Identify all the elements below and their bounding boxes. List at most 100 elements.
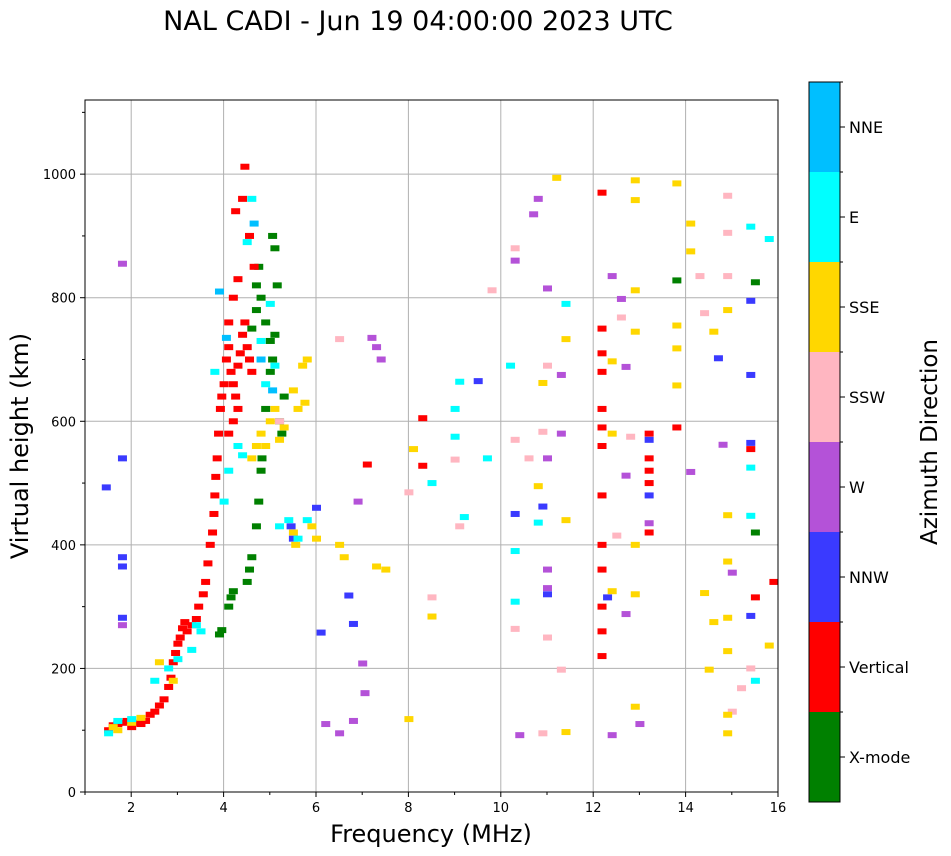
echo-point-ssw — [455, 523, 465, 530]
echo-point-nnw — [644, 492, 654, 499]
echo-point-vertical — [245, 356, 255, 363]
echo-point-vertical — [247, 368, 257, 375]
colorbar-label-nne: NNE — [849, 118, 883, 137]
echo-point-e — [127, 716, 137, 723]
echo-point-vertical — [194, 603, 204, 610]
x-tick-label: 12 — [585, 801, 602, 816]
echo-point-vertical — [211, 473, 221, 480]
echo-point-e — [265, 300, 275, 307]
echo-point-vertical — [597, 541, 607, 548]
echo-point-sse — [108, 724, 118, 731]
echo-point-e — [746, 464, 756, 471]
echo-point-x-mode — [257, 455, 267, 462]
echo-point-sse — [251, 443, 261, 449]
echo-point-w — [348, 717, 358, 724]
echo-point-sse — [704, 666, 714, 673]
grid-lines — [85, 100, 779, 793]
echo-point-e — [104, 730, 114, 737]
echo-point-e — [275, 523, 285, 530]
echo-point-vertical — [362, 461, 372, 468]
colorbar-segment — [809, 622, 840, 712]
echo-point-e — [450, 405, 460, 412]
echo-point-e — [746, 512, 756, 519]
echo-point-vertical — [597, 603, 607, 610]
echo-point-sse — [247, 455, 257, 462]
x-tick-label: 8 — [404, 801, 412, 816]
echo-point-vertical — [231, 393, 241, 400]
echo-point-vertical — [198, 591, 208, 598]
echo-point-ssw — [275, 418, 285, 425]
echo-point-vertical — [224, 344, 234, 351]
echo-point-x-mode — [217, 627, 227, 634]
echo-point-e — [233, 443, 243, 449]
echo-point-w — [543, 285, 552, 292]
echo-point-nnw — [538, 503, 548, 510]
echo-point-vertical — [178, 625, 188, 632]
echo-point-vertical — [219, 381, 229, 388]
echo-point-vertical — [113, 721, 123, 728]
echo-point-sse — [630, 177, 640, 184]
echo-point-ssw — [723, 273, 733, 280]
echo-point-w — [607, 273, 617, 280]
echo-point-vertical — [597, 566, 607, 573]
echo-point-vertical — [597, 492, 607, 499]
echo-point-vertical — [226, 368, 236, 375]
echo-point-vertical — [221, 356, 231, 363]
echo-point-sse — [265, 418, 275, 425]
echo-point-vertical — [145, 711, 155, 718]
echo-point-e — [238, 452, 248, 459]
echo-point-e — [764, 236, 774, 243]
echo-point-ssw — [538, 428, 548, 435]
echo-point-sse — [298, 362, 308, 369]
echo-point-e — [561, 300, 571, 307]
echo-point-vertical — [136, 721, 146, 728]
echo-point-vertical — [182, 628, 192, 635]
echo-point-e — [270, 362, 280, 369]
echo-point-sse — [339, 554, 349, 561]
echo-point-sse — [275, 436, 285, 443]
echo-point-nne — [221, 334, 231, 341]
echo-point-vertical — [164, 683, 174, 690]
echo-point-vertical — [175, 634, 185, 641]
echo-point-ssw — [556, 666, 566, 673]
echo-point-nnw — [101, 484, 111, 491]
colorbar-segment — [809, 532, 840, 622]
echo-point-sse — [312, 535, 321, 542]
x-tick-label: 4 — [219, 801, 227, 816]
echo-point-sse — [764, 642, 774, 649]
echo-point-x-mode — [750, 279, 760, 286]
echo-point-vertical — [672, 424, 682, 431]
echo-point-sse — [335, 541, 345, 548]
echo-point-vertical — [644, 467, 654, 474]
echo-point-nnw — [117, 554, 127, 561]
echo-point-e — [427, 480, 437, 487]
echo-point-e — [196, 628, 206, 635]
echo-point-e — [150, 677, 160, 684]
echo-point-nnw — [713, 355, 723, 362]
echo-point-e — [187, 646, 197, 653]
echo-point-vertical — [209, 510, 219, 517]
echo-point-ssw — [727, 708, 737, 715]
echo-point-w — [543, 585, 552, 592]
echo-point-w — [367, 334, 377, 341]
echo-point-nnw — [644, 436, 654, 443]
echo-point-nnw — [117, 614, 127, 621]
echo-point-e — [750, 677, 760, 684]
echo-point-w — [543, 455, 552, 462]
echo-point-x-mode — [251, 307, 261, 314]
echo-point-ssw — [510, 625, 520, 632]
echo-point-w — [515, 732, 525, 739]
echo-point-sse — [293, 405, 303, 412]
echo-point-e — [482, 455, 492, 462]
echo-point-ssw — [543, 634, 552, 641]
echo-point-sse — [686, 248, 696, 255]
x-tick-label: 10 — [493, 801, 510, 816]
echo-point-vertical — [122, 717, 132, 724]
echo-point-x-mode — [251, 282, 261, 289]
echo-point-sse — [538, 379, 548, 386]
echo-point-sse — [672, 345, 682, 352]
colorbar-segment — [809, 172, 840, 262]
echo-point-vertical — [171, 649, 181, 656]
echo-point-sse — [561, 336, 571, 343]
